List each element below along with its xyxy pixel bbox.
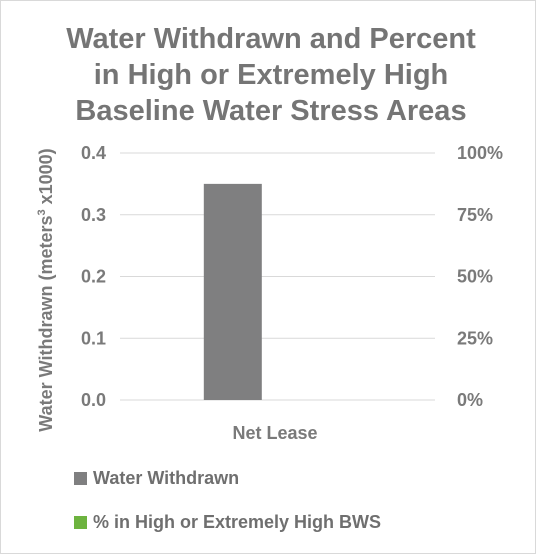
legend-swatch-water-withdrawn bbox=[74, 472, 87, 485]
chart-title: Water Withdrawn and Percent in High or E… bbox=[31, 21, 511, 129]
y-axis-title: Water Withdrawn (meters3 x1000) bbox=[36, 148, 56, 431]
y-axis-title-superscript: 3 bbox=[36, 209, 48, 215]
y-tick-label: 0.1 bbox=[81, 328, 106, 348]
legend-item-bws-percent: % in High or Extremely High BWS bbox=[74, 512, 381, 533]
chart-title-line-3: Baseline Water Stress Areas bbox=[75, 95, 467, 127]
y2-tick-label: 75% bbox=[457, 205, 493, 225]
chart-title-line-2: in High or Extremely High bbox=[93, 59, 449, 91]
legend-item-water-withdrawn: Water Withdrawn bbox=[74, 468, 239, 489]
legend-swatch-bws-percent bbox=[74, 516, 87, 529]
y2-tick-label: 100% bbox=[457, 143, 503, 163]
y-tick-label: 0.4 bbox=[81, 143, 106, 163]
legend-label-bws-percent: % in High or Extremely High BWS bbox=[93, 512, 382, 532]
legend-label-water-withdrawn: Water Withdrawn bbox=[93, 468, 240, 488]
bar-water-withdrawn-net-lease bbox=[203, 183, 262, 400]
y2-tick-label: 25% bbox=[457, 328, 493, 348]
y-tick-label: 0.3 bbox=[81, 205, 106, 225]
y-axis-title-suffix: x1000) bbox=[36, 148, 56, 209]
y-axis-title-prefix: Water Withdrawn (meters bbox=[36, 215, 56, 431]
chart-title-line-1: Water Withdrawn and Percent bbox=[66, 23, 476, 55]
x-tick-label-net-lease: Net Lease bbox=[232, 423, 317, 443]
y2-tick-label: 50% bbox=[457, 267, 493, 287]
y2-tick-label: 0% bbox=[457, 390, 483, 410]
y-tick-label: 0.0 bbox=[81, 390, 106, 410]
y-tick-label: 0.2 bbox=[81, 267, 106, 287]
